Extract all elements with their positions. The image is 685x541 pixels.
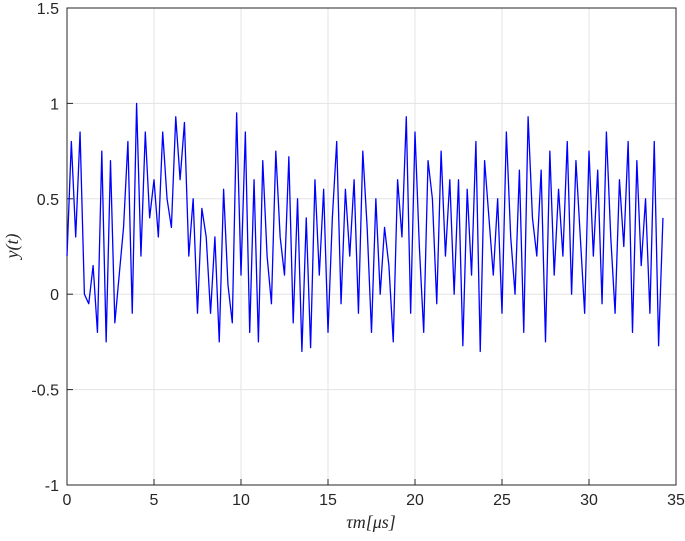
x-tick-label: 15 (319, 492, 337, 509)
x-tick-label: 20 (406, 492, 424, 509)
x-tick-label: 25 (493, 492, 511, 509)
y-tick-label: 0 (50, 287, 59, 304)
data-line (66, 102, 664, 353)
y-tick-label: -0.5 (31, 383, 59, 400)
x-tick-label: 35 (667, 492, 685, 509)
y-tick-label: 1 (50, 96, 59, 113)
y-tick-label: 1.5 (37, 1, 59, 18)
x-tick-label: 30 (580, 492, 598, 509)
y-tick-label: 0.5 (37, 192, 59, 209)
y-tick-label: -1 (45, 478, 59, 495)
x-tick-label: 0 (63, 492, 72, 509)
x-tick-label: 10 (232, 492, 250, 509)
x-tick-label: 5 (150, 492, 159, 509)
x-axis-label: τm[μs] (346, 512, 396, 532)
y-axis-label: y(t) (2, 234, 23, 261)
